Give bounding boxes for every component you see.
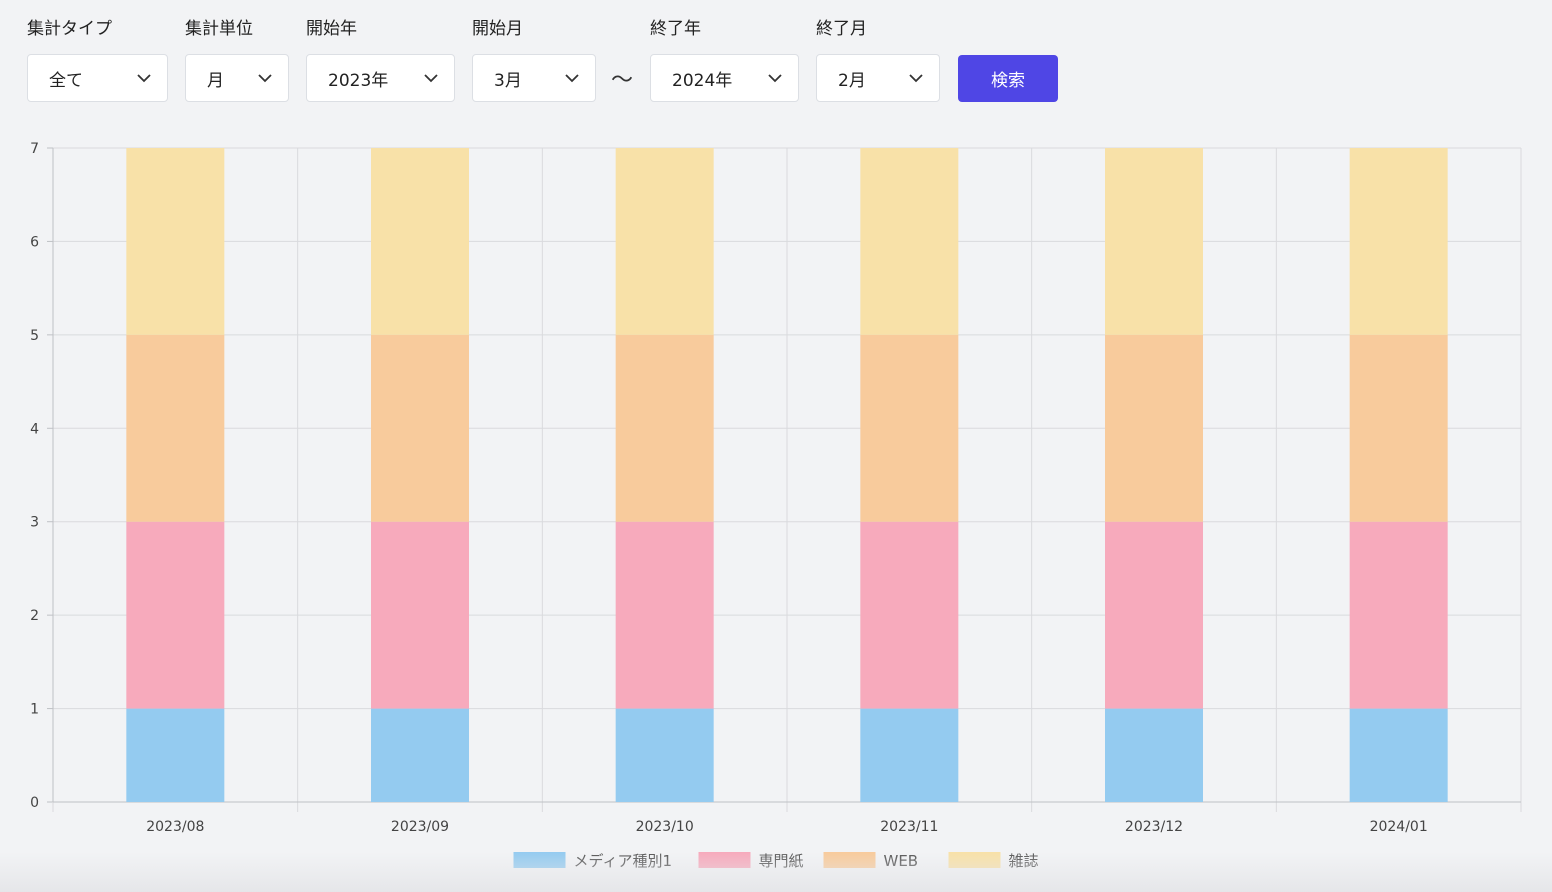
x-tick-label: 2023/10 <box>636 819 694 835</box>
start-year-value: 2023年 <box>328 70 389 91</box>
y-tick-label: 7 <box>30 141 39 157</box>
y-tick-label: 6 <box>30 234 39 250</box>
bar-segment <box>860 521 959 709</box>
x-tick-label: 2023/11 <box>880 819 938 835</box>
bar-segment <box>615 148 714 335</box>
start-month-value: 3月 <box>494 70 522 91</box>
bar-segment <box>1105 708 1203 802</box>
x-tick-label: 2023/09 <box>391 819 449 835</box>
bar-segment <box>1105 334 1203 522</box>
chevron-down-icon <box>424 74 438 83</box>
y-tick-label: 2 <box>30 608 39 624</box>
bar-segment <box>615 521 714 709</box>
start-year-select[interactable]: 2023年 <box>306 54 455 102</box>
chevron-down-icon <box>565 74 579 83</box>
end-year-select[interactable]: 2024年 <box>650 54 799 102</box>
aggregation-type-label: 集計タイプ <box>27 19 112 39</box>
end-month-label: 終了月 <box>816 19 867 39</box>
end-month-select[interactable]: 2月 <box>816 54 940 102</box>
bar-segment <box>126 708 225 802</box>
legend-label: WEB <box>884 852 919 870</box>
aggregation-unit-select[interactable]: 月 <box>185 54 289 102</box>
chevron-down-icon <box>768 74 782 83</box>
end-year-value: 2024年 <box>672 70 733 91</box>
y-tick-label: 3 <box>30 515 39 531</box>
y-tick-label: 5 <box>30 328 39 344</box>
bar-segment <box>126 148 225 335</box>
stacked-bar-chart: 0 1 2 3 4 5 6 7 2023/08 2023/09 2023/10 2023/11 2023… <box>30 141 1522 870</box>
start-year-label: 開始年 <box>306 19 357 39</box>
legend-label: 専門紙 <box>759 852 804 870</box>
bar-segment <box>126 521 225 709</box>
bar-segment <box>126 334 225 522</box>
y-tick-label: 0 <box>30 795 39 811</box>
bar-segment <box>371 708 469 802</box>
range-separator: 〜 <box>611 68 634 93</box>
bar-segment <box>371 521 469 709</box>
aggregation-unit-label: 集計単位 <box>185 19 253 39</box>
y-tick-label: 4 <box>30 421 39 437</box>
bar-segment <box>1349 708 1448 802</box>
bar-segment <box>371 148 469 335</box>
filter-bar: 集計タイプ 集計単位 開始年 開始月 終了年 終了月 全て 月 2023年 3月… <box>0 0 1552 110</box>
start-month-label: 開始月 <box>472 19 523 39</box>
bar-segment <box>1105 521 1203 709</box>
bar-segment <box>860 334 959 522</box>
start-month-select[interactable]: 3月 <box>472 54 596 102</box>
bar-segment <box>615 334 714 522</box>
legend-label: メディア種別1 <box>574 852 673 870</box>
chevron-down-icon <box>137 74 151 83</box>
legend-swatch <box>698 852 751 868</box>
x-tick-label: 2024/01 <box>1370 819 1428 835</box>
x-tick-label: 2023/12 <box>1125 819 1183 835</box>
bar-segment <box>860 148 959 335</box>
aggregation-type-select[interactable]: 全て <box>27 54 168 102</box>
aggregation-unit-value: 月 <box>207 70 224 91</box>
bar-segment <box>1349 148 1448 335</box>
chevron-down-icon <box>909 74 923 83</box>
x-tick-label: 2023/08 <box>146 819 204 835</box>
bar-segment <box>1349 521 1448 709</box>
bar-segment <box>1105 148 1203 335</box>
legend-swatch <box>948 852 1001 868</box>
end-month-value: 2月 <box>838 70 866 91</box>
search-button[interactable]: 検索 <box>958 55 1058 102</box>
end-year-label: 終了年 <box>650 19 701 39</box>
legend-swatch <box>513 852 566 868</box>
y-tick-label: 1 <box>30 702 39 718</box>
aggregation-type-value: 全て <box>49 70 83 91</box>
bar-segment <box>860 708 959 802</box>
bar-segment <box>371 334 469 522</box>
chevron-down-icon <box>258 74 272 83</box>
legend-swatch <box>823 852 876 868</box>
bar-segment <box>1349 334 1448 522</box>
bar-segment <box>615 708 714 802</box>
legend-label: 雑誌 <box>1009 852 1039 870</box>
